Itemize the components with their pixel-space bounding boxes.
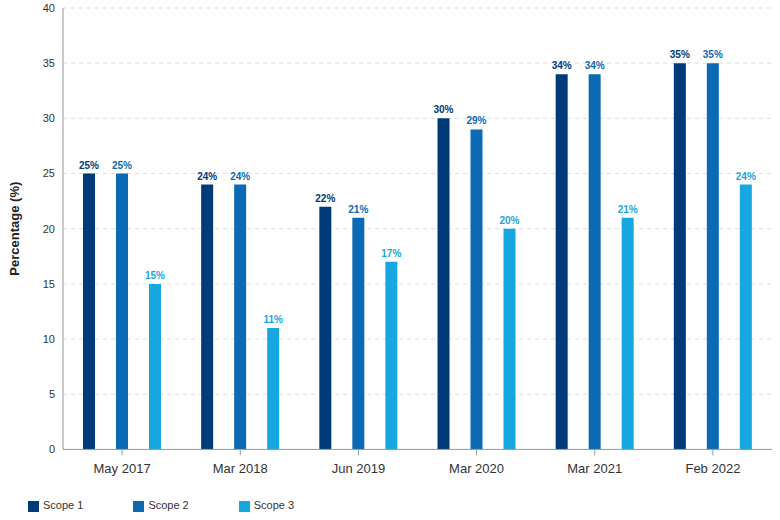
svg-text:22%: 22% xyxy=(315,193,335,204)
svg-text:24%: 24% xyxy=(197,171,217,182)
svg-text:Mar 2021: Mar 2021 xyxy=(567,461,622,476)
svg-text:Percentage (%): Percentage (%) xyxy=(8,182,22,276)
svg-text:35%: 35% xyxy=(670,49,690,60)
svg-text:Mar 2018: Mar 2018 xyxy=(213,461,268,476)
svg-text:30%: 30% xyxy=(433,104,453,115)
svg-text:10: 10 xyxy=(43,333,55,345)
svg-text:25: 25 xyxy=(43,167,55,179)
svg-text:15%: 15% xyxy=(145,270,165,281)
svg-text:Jun 2019: Jun 2019 xyxy=(332,461,386,476)
svg-text:25%: 25% xyxy=(112,160,132,171)
svg-text:24%: 24% xyxy=(230,171,250,182)
svg-text:35%: 35% xyxy=(703,49,723,60)
svg-text:21%: 21% xyxy=(618,204,638,215)
svg-text:24%: 24% xyxy=(736,171,756,182)
svg-text:21%: 21% xyxy=(348,204,368,215)
svg-text:20: 20 xyxy=(43,223,55,235)
svg-text:0: 0 xyxy=(49,443,55,455)
svg-text:34%: 34% xyxy=(585,60,605,71)
svg-text:35: 35 xyxy=(43,57,55,69)
svg-text:11%: 11% xyxy=(263,314,283,325)
html-text:Scope 1: Scope 1 xyxy=(43,499,84,512)
html-text:Scope 2: Scope 2 xyxy=(148,499,189,512)
svg-text:25%: 25% xyxy=(79,160,99,171)
svg-text:20%: 20% xyxy=(499,215,519,226)
svg-text:May 2017: May 2017 xyxy=(94,461,151,476)
svg-text:5: 5 xyxy=(49,388,55,400)
svg-text:34%: 34% xyxy=(552,60,572,71)
svg-text:Feb 2022: Feb 2022 xyxy=(685,461,740,476)
svg-text:40: 40 xyxy=(43,2,55,14)
html-text:Scope 3: Scope 3 xyxy=(253,499,295,512)
svg-text:17%: 17% xyxy=(381,248,401,259)
svg-text:29%: 29% xyxy=(466,115,486,126)
svg-text:30: 30 xyxy=(43,112,55,124)
svg-text:Mar 2020: Mar 2020 xyxy=(449,461,504,476)
svg-text:15: 15 xyxy=(43,278,55,290)
